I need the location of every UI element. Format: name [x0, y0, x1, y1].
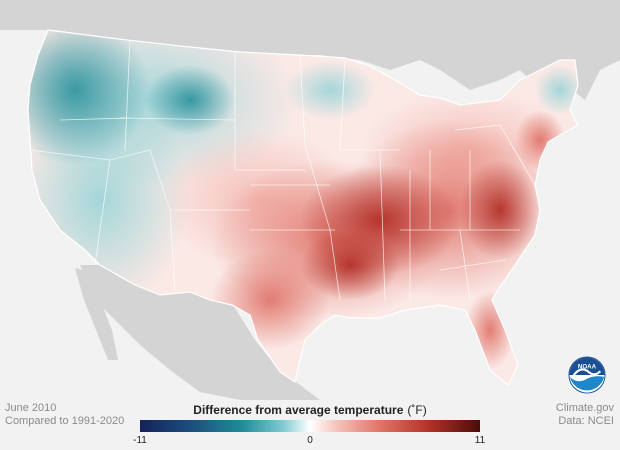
canada-landmass	[0, 0, 620, 100]
temperature-anomaly-map	[0, 0, 620, 400]
state-border-line	[454, 124, 501, 131]
state-border-line	[119, 117, 236, 121]
noaa-logo: NOAA	[568, 356, 606, 394]
state-border-line	[459, 229, 471, 301]
state-border-line	[379, 149, 386, 301]
state-border-line	[59, 117, 131, 121]
noaa-logo-text: NOAA	[578, 363, 597, 370]
state-border-line	[299, 54, 306, 146]
anomaly-shade	[465, 290, 515, 370]
anomaly-shade	[145, 65, 235, 135]
baseline-label: Compared to 1991-2020	[5, 415, 125, 427]
anomaly-shade	[460, 160, 540, 260]
state-border-line	[329, 229, 341, 301]
state-border-line	[439, 259, 506, 271]
legend-min-label: -11	[133, 435, 147, 446]
state-borders	[29, 39, 536, 301]
state-border-line	[499, 124, 536, 186]
source-credit: Climate.gov	[555, 402, 614, 414]
anomaly-shade	[300, 230, 400, 300]
legend-title-text: Difference from average temperature	[193, 403, 404, 417]
legend-color-bar	[140, 420, 480, 432]
us-outline	[27, 29, 579, 386]
legend-title: Difference from average temperature (˚F)	[140, 403, 480, 417]
baja-peninsula	[75, 268, 118, 360]
legend-unit: (˚F)	[407, 403, 427, 417]
state-border-line	[304, 144, 331, 231]
mexico-landmass	[80, 265, 320, 400]
state-border-line	[339, 59, 346, 151]
state-border-line	[124, 39, 131, 151]
state-border-line	[94, 159, 111, 266]
data-credit: Data: NCEI	[558, 415, 614, 427]
anomaly-shade	[285, 60, 375, 120]
legend-max-label: 11	[474, 435, 486, 446]
legend-mid-label: 0	[307, 435, 313, 446]
period-label: June 2010	[5, 402, 57, 414]
map-canvas	[0, 0, 620, 400]
